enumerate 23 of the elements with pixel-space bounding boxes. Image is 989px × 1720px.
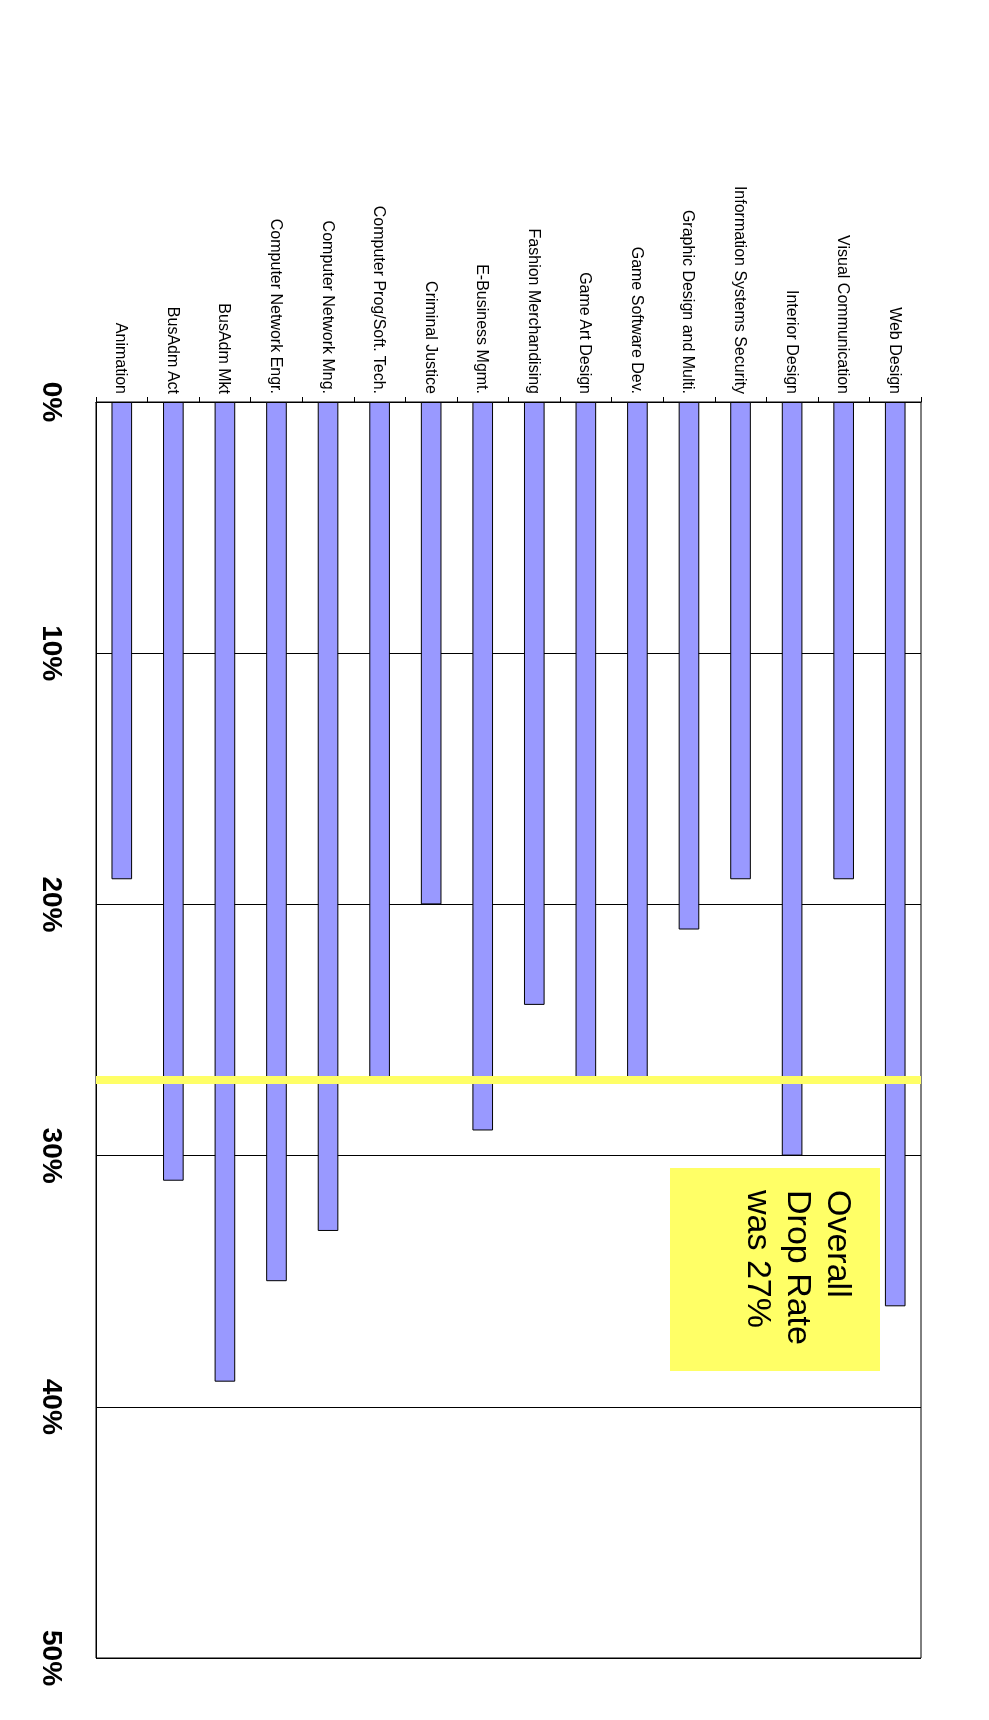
annotation: Overall Drop Rate was 27% bbox=[741, 1189, 859, 1345]
y-tick-label: 30% bbox=[36, 1127, 68, 1184]
x-tick-label: Game Art Design bbox=[577, 272, 595, 394]
x-tick-label: Fashion Merchandising bbox=[525, 228, 543, 394]
x-tick-label: Interior Design bbox=[783, 289, 801, 394]
x-tick-label: Computer Network Mng. bbox=[319, 220, 337, 394]
x-tick-label: BusAdm Act bbox=[164, 306, 182, 395]
y-tick-label: 20% bbox=[36, 876, 68, 933]
x-tick-label: E-Business Mgmt. bbox=[474, 264, 492, 394]
y-tick-label: 40% bbox=[36, 1378, 68, 1435]
y-tick-label: 10% bbox=[36, 625, 68, 682]
x-tick-label: Criminal Justice bbox=[422, 281, 440, 395]
x-tick-label: Web Design bbox=[886, 307, 904, 394]
x-tick-label: Computer Network Engr. bbox=[267, 218, 285, 394]
y-tick-label: 50% bbox=[36, 1629, 68, 1687]
y-tick-label: 0% bbox=[36, 381, 68, 423]
x-tick-label: Animation bbox=[113, 322, 131, 394]
x-tick-label: Visual Communication bbox=[835, 235, 853, 394]
x-tick-label: Graphic Design and Multi. bbox=[680, 209, 698, 394]
x-tick-label: Information Systems Security bbox=[732, 185, 750, 394]
x-tick-label: BusAdm Mkt bbox=[216, 303, 234, 395]
x-tick-label: Game Software Dev. bbox=[628, 246, 646, 394]
x-tick-label: Computer Prog/Soft. Tech. bbox=[371, 205, 389, 394]
